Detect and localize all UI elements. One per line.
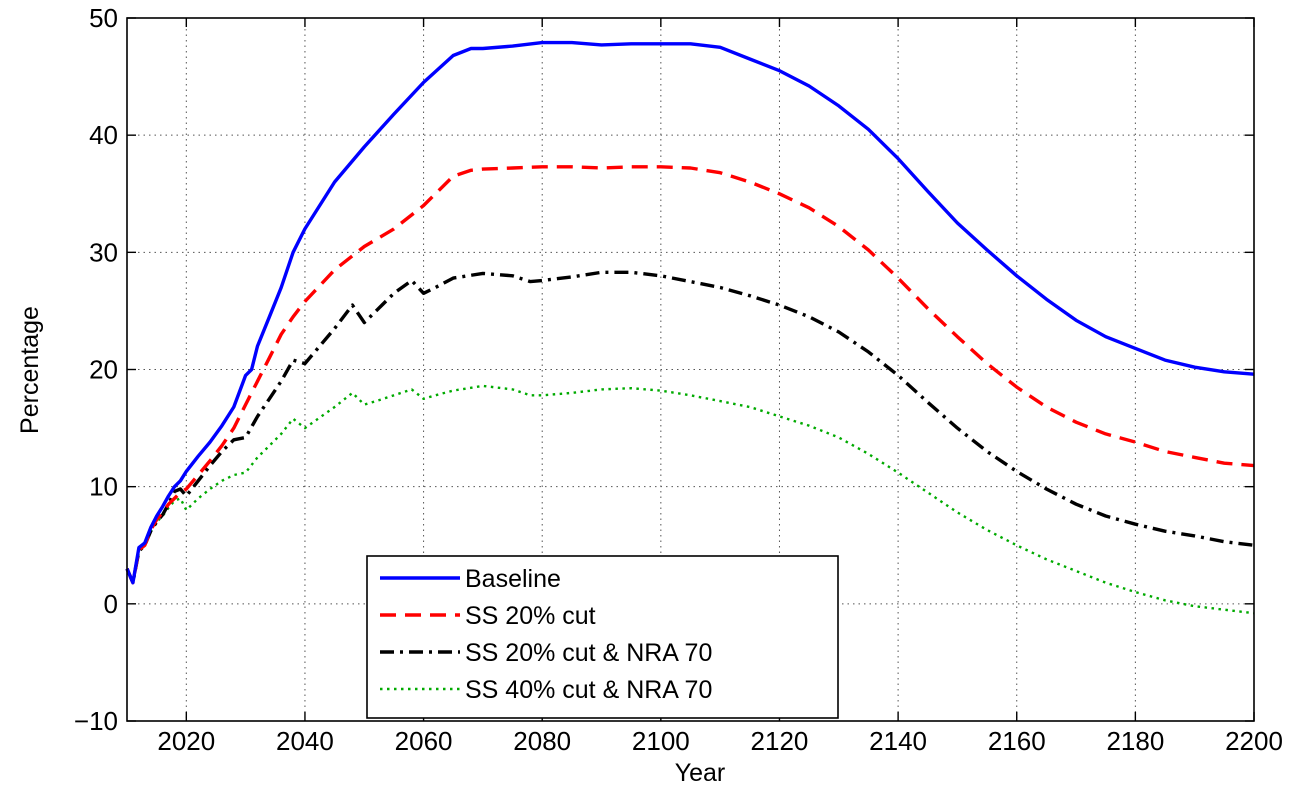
series-line [125,384,1255,615]
x-tick-label: 2100 [632,726,690,756]
x-tick-label: 2020 [157,726,215,756]
legend-box [366,555,839,719]
series-line [125,270,1255,585]
series-line [125,40,1255,585]
y-axis-label: Percentage [16,306,44,434]
x-tick-label: 2140 [869,726,927,756]
legend: Baseline SS 20% cut SS 20% cut & NRA 70 SS … [366,555,839,719]
legend-label: SS 40% cut & NRA 70 [465,676,712,704]
y-tick-label: 30 [89,237,118,267]
y-tick-label: 0 [104,589,118,619]
legend-label: SS 20% cut [465,602,596,630]
x-axis-label: Year [675,759,726,785]
x-tick-label: 2060 [395,726,453,756]
series-lines [125,40,1255,615]
legend-label: Baseline [465,565,561,593]
series-line [125,165,1255,585]
x-tick-label: 2080 [513,726,571,756]
x-tick-label: 2200 [1225,726,1283,756]
y-tick-label: 40 [89,120,118,150]
y-tick-label: 10 [89,472,118,502]
x-tick-label: 2120 [751,726,809,756]
x-tick-label: 2160 [988,726,1046,756]
y-tick-label: 20 [89,355,118,385]
legend-label: SS 20% cut & NRA 70 [465,639,712,667]
grid-lines [127,18,1254,721]
axis-ticks: 2020 2040 2060 2080 2100 2120 2140 2160 2180 2200… [74,3,1283,756]
x-tick-label: 2180 [1106,726,1164,756]
y-tick-label: 50 [89,3,118,33]
y-tick-label: −10 [74,706,118,736]
x-tick-label: 2040 [276,726,334,756]
